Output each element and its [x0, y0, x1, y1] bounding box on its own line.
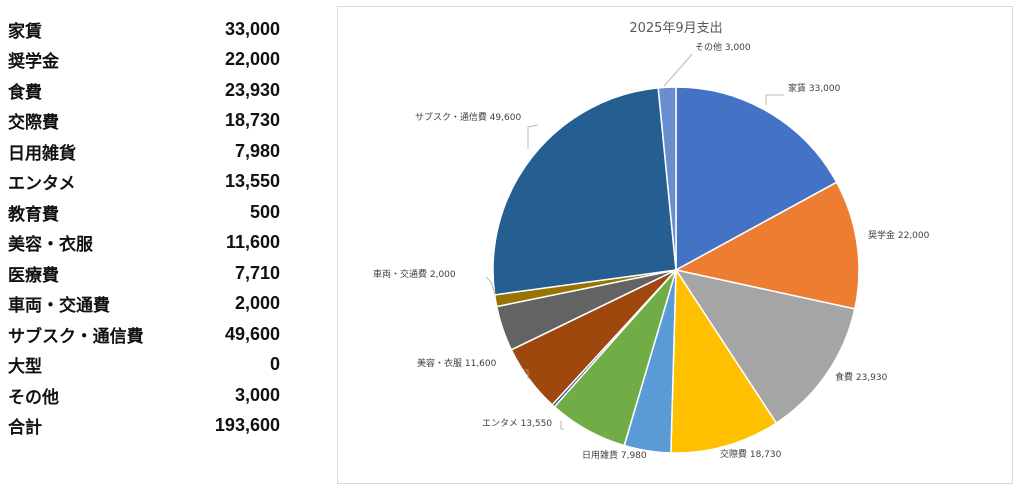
- data-label: 美容・衣服 11,600: [417, 357, 497, 369]
- table-row: 家賃 33,000: [8, 14, 280, 45]
- row-value: 2,000: [234, 293, 280, 314]
- row-label: 日用雑貨: [8, 143, 76, 164]
- row-value: 18,730: [224, 110, 280, 131]
- chart-title: 2025年9月支出: [629, 21, 722, 36]
- row-label: 奨学金: [8, 52, 59, 73]
- row-value: 500: [249, 201, 280, 222]
- row-value: 7,980: [234, 140, 280, 161]
- table-row: 教育費 500: [8, 197, 280, 228]
- pie-slice: [675, 86, 838, 272]
- row-label: 医療費: [8, 265, 59, 286]
- row-label: エンタメ: [8, 174, 76, 195]
- data-label: サブスク・通信費 49,600: [415, 111, 521, 123]
- row-value: 23,930: [224, 79, 280, 100]
- table-row: 食費 23,930: [8, 75, 280, 106]
- row-value: 193,600: [214, 415, 280, 436]
- row-label: 大型: [8, 357, 42, 378]
- row-value: 0: [269, 354, 280, 375]
- table-row: 交際費 18,730: [8, 106, 280, 137]
- data-label: 交際費 18,730: [720, 448, 782, 460]
- expense-table: 家賃 33,000 奨学金 22,000 食費 23,930 交際費 18,730 日用雑貨 7,…: [8, 14, 280, 441]
- row-label: 合計: [8, 418, 42, 439]
- data-label: エンタメ 13,550: [482, 418, 552, 429]
- data-label: 日用雑貨 7,980: [582, 449, 647, 461]
- pie-slice: [657, 86, 677, 271]
- data-label: 家賃 33,000: [788, 82, 841, 94]
- row-label: 食費: [8, 82, 42, 103]
- table-row: サブスク・通信費 49,600: [8, 319, 280, 350]
- row-value: 22,000: [224, 49, 280, 70]
- row-label: 教育費: [8, 204, 59, 225]
- row-value: 3,000: [234, 384, 280, 405]
- pie-chart: 2025年9月支出 家賃 33,000 奨学金 22,000 食費 23,930 交際…: [337, 6, 1013, 484]
- data-label: 車両・交通費 2,000: [373, 268, 456, 280]
- leader-line: [765, 94, 784, 105]
- leader-line: [525, 369, 529, 379]
- pie-slice: [670, 267, 778, 454]
- row-value: 11,600: [225, 232, 280, 253]
- pie-chart-svg: 2025年9月支出 家賃 33,000 奨学金 22,000 食費 23,930 交際…: [373, 21, 930, 461]
- data-label: 食費 23,930: [835, 371, 888, 383]
- row-label: 車両・交通費: [8, 296, 110, 317]
- table-row: 車両・交通費 2,000: [8, 289, 280, 320]
- row-value: 13,550: [224, 171, 280, 192]
- table-row: 美容・衣服 11,600: [8, 228, 280, 259]
- table-row: エンタメ 13,550: [8, 167, 280, 198]
- table-row: その他 3,000: [8, 380, 280, 411]
- data-label: 奨学金 22,000: [868, 229, 930, 241]
- row-label: 家賃: [8, 21, 42, 42]
- row-label: 美容・衣服: [8, 235, 93, 256]
- leader-line: [560, 421, 564, 430]
- table-row: 医療費 7,710: [8, 258, 280, 289]
- row-value: 33,000: [224, 18, 280, 39]
- leader-line: [663, 53, 693, 87]
- row-value: 49,600: [224, 323, 280, 344]
- row-label: サブスク・通信費: [8, 326, 144, 347]
- table-row: 大型 0: [8, 350, 280, 381]
- row-label: 交際費: [8, 113, 59, 134]
- leader-line: [485, 276, 496, 295]
- table-row: 合計 193,600: [8, 411, 280, 442]
- pie-slice: [673, 181, 860, 310]
- table-row: 日用雑貨 7,980: [8, 136, 280, 167]
- data-label: その他 3,000: [695, 41, 751, 53]
- row-label: その他: [8, 387, 59, 408]
- pie-slice: [492, 87, 677, 296]
- leader-line: [527, 124, 539, 149]
- table-row: 奨学金 22,000: [8, 45, 280, 76]
- row-value: 7,710: [234, 262, 280, 283]
- pie-slice: [674, 268, 856, 425]
